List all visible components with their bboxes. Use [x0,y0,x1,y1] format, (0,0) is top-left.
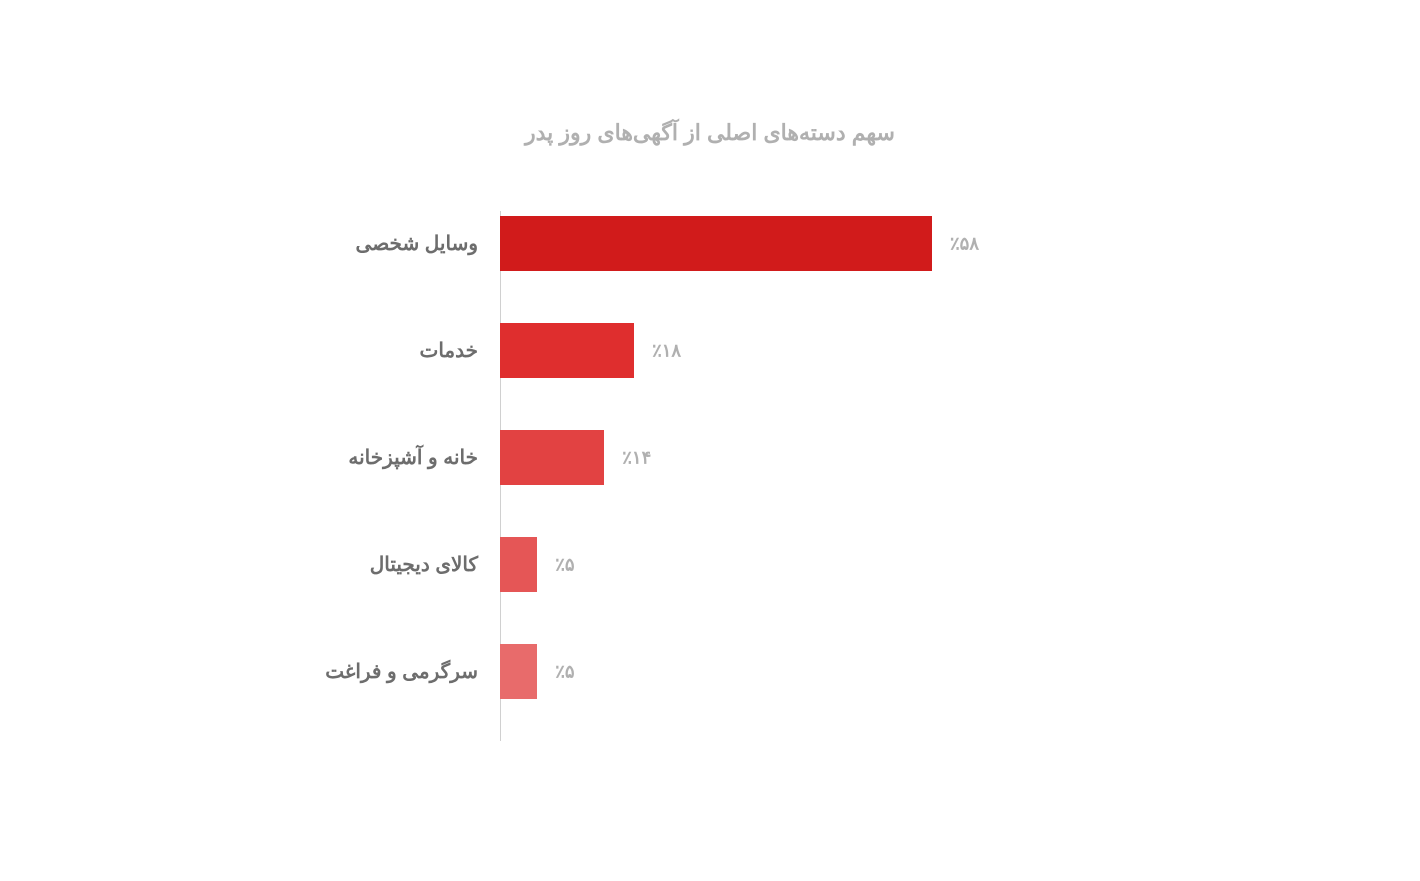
bar-row: خدمات ٪۱۸ [500,323,1110,378]
value-label: ٪۱۴ [622,447,651,468]
bar: ٪۵ [500,644,537,699]
category-label: سرگرمی و فراغت [325,659,478,684]
value-label: ٪۵ [555,661,574,682]
value-label: ٪۱۸ [652,340,681,361]
value-label: ٪۵۸ [950,233,979,254]
chart-title: سهم دسته‌های اصلی از آگهی‌های روز پدر [310,120,1110,146]
category-label: خانه و آشپزخانه [348,445,478,470]
bars-wrapper: وسایل شخصی ٪۵۸ خدمات ٪۱۸ خانه و آشپزخانه… [500,216,1110,699]
bar: ٪۵۸ [500,216,932,271]
bar-row: کالای دیجیتال ٪۵ [500,537,1110,592]
category-label: خدمات [420,338,479,363]
bar-row: خانه و آشپزخانه ٪۱۴ [500,430,1110,485]
chart-container: سهم دسته‌های اصلی از آگهی‌های روز پدر وس… [310,120,1110,751]
category-label: وسایل شخصی [356,231,478,256]
bar-row: سرگرمی و فراغت ٪۵ [500,644,1110,699]
bar: ٪۱۸ [500,323,634,378]
chart-area: وسایل شخصی ٪۵۸ خدمات ٪۱۸ خانه و آشپزخانه… [500,216,1110,699]
bar: ٪۵ [500,537,537,592]
value-label: ٪۵ [555,554,574,575]
category-label: کالای دیجیتال [370,552,478,577]
bar-row: وسایل شخصی ٪۵۸ [500,216,1110,271]
bar: ٪۱۴ [500,430,604,485]
